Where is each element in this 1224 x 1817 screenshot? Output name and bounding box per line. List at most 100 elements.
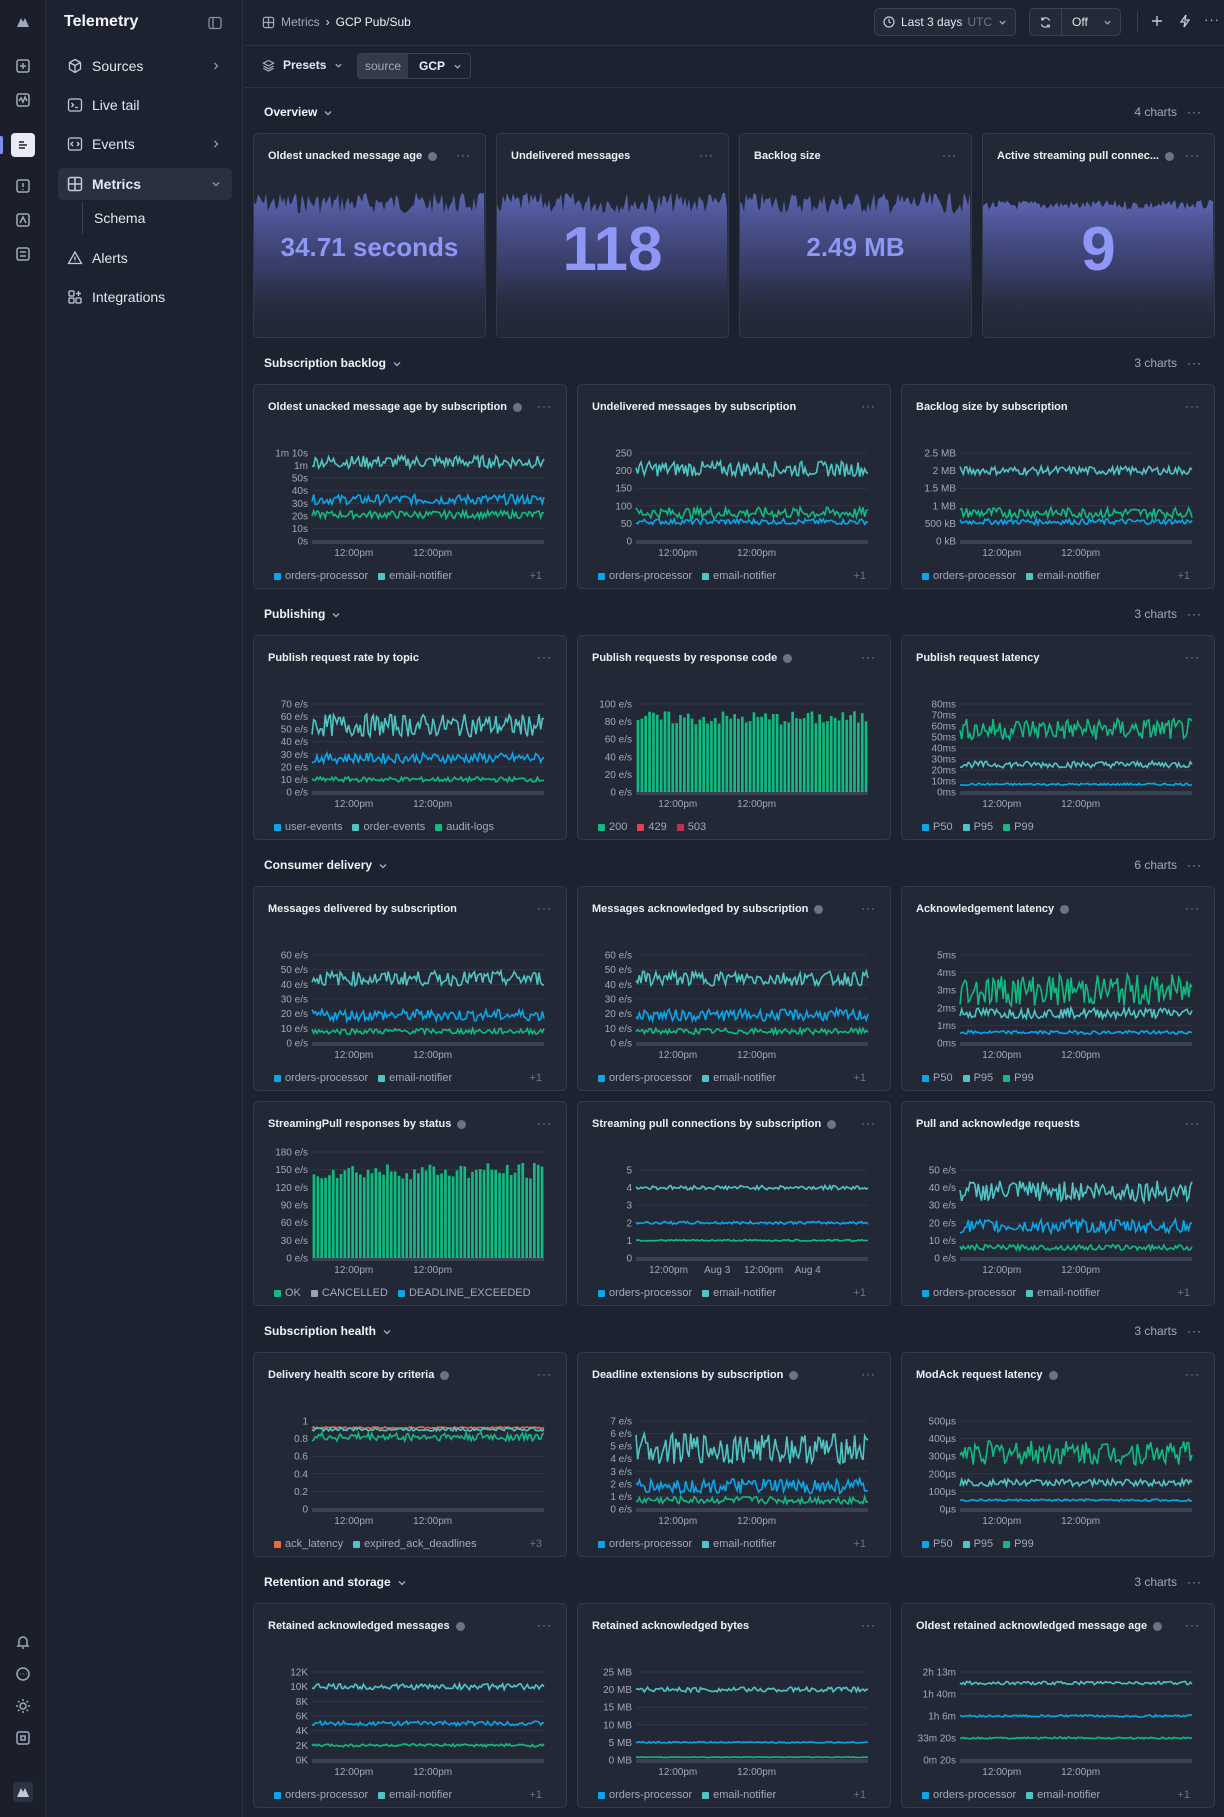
card-more-icon[interactable]: ···: [1185, 1367, 1200, 1381]
legend-item[interactable]: 503: [676, 821, 706, 833]
legend-item[interactable]: P99: [1003, 1072, 1034, 1084]
info-icon[interactable]: [440, 1370, 450, 1380]
legend-item[interactable]: OK: [274, 1287, 301, 1299]
legend-more-count[interactable]: +1: [1177, 570, 1190, 582]
card-more-icon[interactable]: ···: [861, 399, 876, 413]
legend-item[interactable]: email-notifier: [702, 1538, 776, 1550]
info-icon[interactable]: [789, 1370, 799, 1380]
legend-item[interactable]: email-notifier: [702, 1287, 776, 1299]
logs-icon[interactable]: [11, 133, 35, 157]
card-more-icon[interactable]: ···: [861, 1367, 876, 1381]
chart-card[interactable]: Retained acknowledged bytes ··· 25 MB 20 MB…: [577, 1603, 891, 1808]
legend-item[interactable]: email-notifier: [1026, 1287, 1100, 1299]
sidebar-item-events[interactable]: Events: [58, 128, 232, 160]
legend-more-count[interactable]: +1: [853, 1538, 866, 1550]
chart-card[interactable]: Publish request latency ··· 80ms 70ms 60ms 50…: [901, 635, 1215, 840]
stat-card[interactable]: Active streaming pull connec... ··· 9: [982, 133, 1215, 338]
chart-card[interactable]: Messages acknowledged by subscription ···…: [577, 886, 891, 1091]
settings-list-icon[interactable]: [13, 244, 33, 264]
legend-item[interactable]: email-notifier: [1026, 570, 1100, 582]
legend-item[interactable]: 429: [637, 821, 667, 833]
card-more-icon[interactable]: ···: [861, 650, 876, 664]
card-more-icon[interactable]: ···: [1185, 1116, 1200, 1130]
sidebar-item-metrics[interactable]: Metrics: [58, 168, 232, 200]
section-title-consumer-delivery[interactable]: Consumer delivery: [264, 855, 388, 875]
section-title-retention-and-storage[interactable]: Retention and storage: [264, 1572, 407, 1592]
legend-item[interactable]: orders-processor: [598, 1538, 692, 1550]
chart-card[interactable]: ModAck request latency ··· 500µs 400µs 300µs…: [901, 1352, 1215, 1557]
command-icon[interactable]: [13, 1728, 33, 1748]
card-more-icon[interactable]: ···: [1185, 650, 1200, 664]
stat-card[interactable]: Backlog size ··· 2.49 MB: [739, 133, 972, 338]
section-more-icon[interactable]: ···: [1187, 1575, 1202, 1589]
legend-item[interactable]: 200: [598, 821, 627, 833]
section-title-subscription-health[interactable]: Subscription health: [264, 1321, 392, 1341]
workspace-logo-icon[interactable]: [13, 1782, 33, 1802]
legend-more-count[interactable]: +1: [853, 1072, 866, 1084]
legend-item[interactable]: orders-processor: [598, 570, 692, 582]
card-more-icon[interactable]: ···: [537, 399, 552, 413]
lightning-icon[interactable]: [1178, 14, 1194, 30]
legend-item[interactable]: audit-logs: [435, 821, 494, 833]
section-more-icon[interactable]: ···: [1187, 105, 1202, 119]
chart-card[interactable]: Publish requests by response code ··· 100 …: [577, 635, 891, 840]
info-icon[interactable]: [827, 1119, 837, 1129]
activity-icon[interactable]: [13, 90, 33, 110]
section-title-overview[interactable]: Overview: [264, 102, 333, 122]
info-icon[interactable]: [1048, 1370, 1058, 1380]
logo-icon[interactable]: [13, 12, 33, 32]
legend-item[interactable]: email-notifier: [702, 1789, 776, 1801]
card-more-icon[interactable]: ···: [456, 148, 471, 162]
legend-item[interactable]: orders-processor: [922, 570, 1016, 582]
legend-item[interactable]: P99: [1003, 1538, 1034, 1550]
section-more-icon[interactable]: ···: [1187, 1324, 1202, 1338]
stat-card[interactable]: Undelivered messages ··· 118: [496, 133, 729, 338]
legend-item[interactable]: orders-processor: [274, 1789, 368, 1801]
section-more-icon[interactable]: ···: [1187, 607, 1202, 621]
card-more-icon[interactable]: ···: [537, 1116, 552, 1130]
sidebar-item-schema[interactable]: Schema: [58, 202, 232, 234]
card-more-icon[interactable]: ···: [1185, 399, 1200, 413]
legend-more-count[interactable]: +1: [1177, 1789, 1190, 1801]
info-icon[interactable]: [513, 402, 523, 412]
chat-icon[interactable]: [13, 1664, 33, 1684]
sidebar-item-alerts[interactable]: Alerts: [58, 242, 232, 274]
add-chart-icon[interactable]: [1150, 14, 1166, 30]
card-more-icon[interactable]: ···: [942, 148, 957, 162]
legend-item[interactable]: P50: [922, 821, 953, 833]
add-icon[interactable]: [13, 56, 33, 76]
card-more-icon[interactable]: ···: [861, 901, 876, 915]
legend-more-count[interactable]: +1: [853, 1287, 866, 1299]
legend-item[interactable]: orders-processor: [274, 570, 368, 582]
legend-item[interactable]: orders-processor: [598, 1287, 692, 1299]
legend-item[interactable]: ack_latency: [274, 1538, 343, 1550]
legend-more-count[interactable]: +1: [529, 570, 542, 582]
card-more-icon[interactable]: ···: [1185, 1618, 1200, 1632]
legend-item[interactable]: P50: [922, 1538, 953, 1550]
chart-card[interactable]: Delivery health score by criteria ··· 1 0.8…: [253, 1352, 567, 1557]
legend-item[interactable]: email-notifier: [378, 1072, 452, 1084]
chart-card[interactable]: Streaming pull connections by subscripti…: [577, 1101, 891, 1306]
legend-more-count[interactable]: +1: [853, 1789, 866, 1801]
card-more-icon[interactable]: ···: [537, 1367, 552, 1381]
legend-item[interactable]: DEADLINE_EXCEEDED: [397, 1287, 531, 1299]
info-icon[interactable]: [783, 653, 793, 663]
legend-item[interactable]: expired_ack_deadlines: [353, 1538, 477, 1550]
legend-more-count[interactable]: +1: [529, 1789, 542, 1801]
chart-card[interactable]: Backlog size by subscription ··· 2.5 MB 2 M…: [901, 384, 1215, 589]
legend-item[interactable]: orders-processor: [922, 1287, 1016, 1299]
legend-item[interactable]: email-notifier: [702, 570, 776, 582]
legend-item[interactable]: CANCELLED: [310, 1287, 388, 1299]
card-more-icon[interactable]: ···: [537, 650, 552, 664]
chart-card[interactable]: Acknowledgement latency ··· 5ms 4ms 3ms 2ms 1m…: [901, 886, 1215, 1091]
chart-card[interactable]: Pull and acknowledge requests ··· 50 e/s 40…: [901, 1101, 1215, 1306]
info-icon[interactable]: [457, 1119, 467, 1129]
info-icon[interactable]: [1153, 1621, 1163, 1631]
legend-item[interactable]: user-events: [274, 821, 342, 833]
chart-card[interactable]: Messages delivered by subscription ··· 60 …: [253, 886, 567, 1091]
chart-card[interactable]: Deadline extensions by subscription ··· 7 …: [577, 1352, 891, 1557]
card-more-icon[interactable]: ···: [699, 148, 714, 162]
legend-item[interactable]: orders-processor: [598, 1789, 692, 1801]
legend-item[interactable]: orders-processor: [598, 1072, 692, 1084]
legend-item[interactable]: P95: [962, 821, 993, 833]
